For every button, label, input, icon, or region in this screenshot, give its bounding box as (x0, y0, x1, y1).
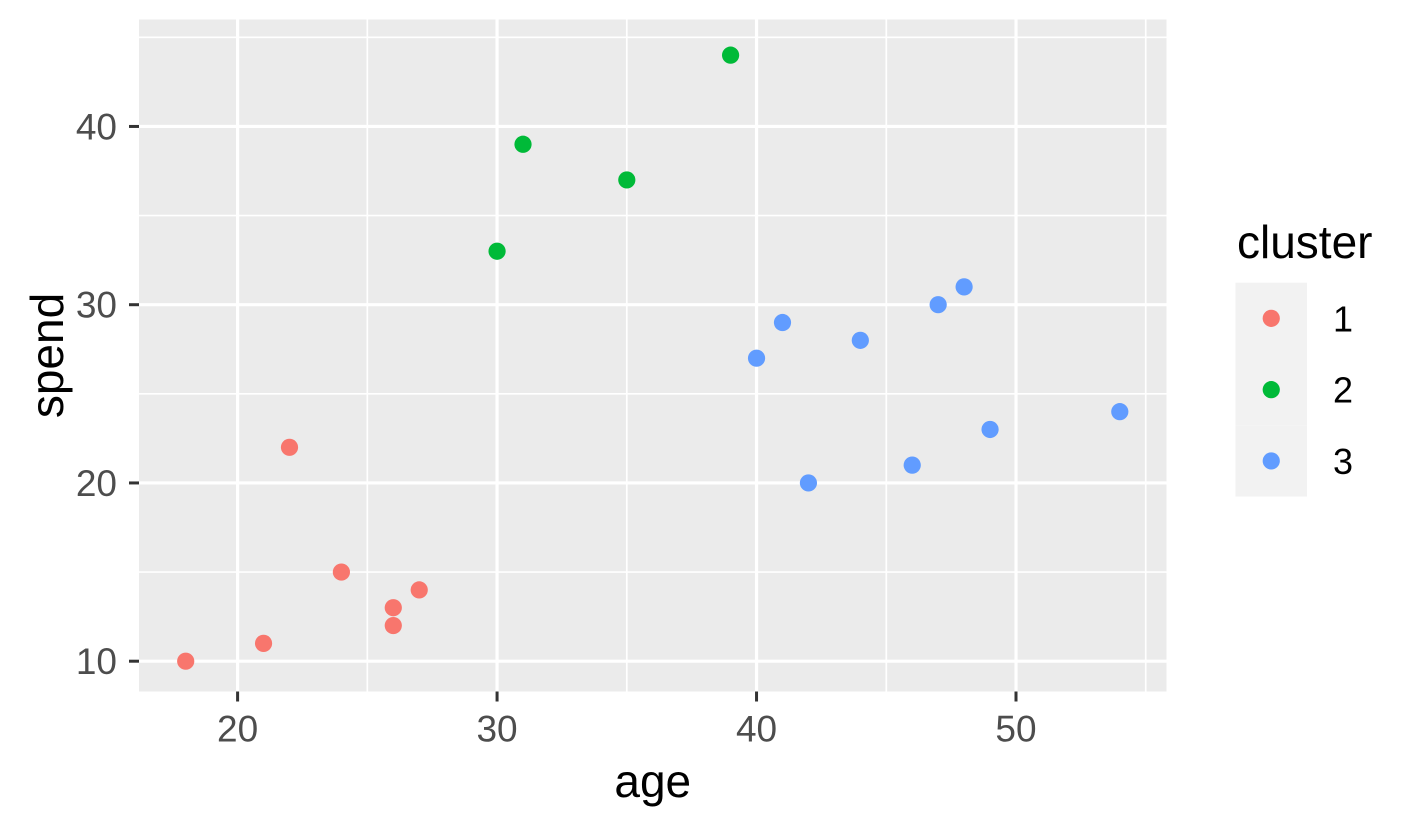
minor-gridlines (139, 19, 1167, 692)
data-point-cluster-3 (955, 278, 973, 296)
data-point-cluster-2 (721, 46, 740, 64)
legend-key-dot-1 (1262, 309, 1280, 327)
data-point-cluster-3 (747, 349, 766, 367)
data-point-cluster-3 (929, 296, 947, 314)
legend-title: cluster (1237, 216, 1372, 268)
legend (1235, 282, 1307, 497)
data-point-cluster-1 (254, 634, 273, 652)
x-tick-label-20: 20 (217, 709, 258, 750)
data-point-cluster-3 (799, 474, 818, 492)
data-point-cluster-3 (851, 331, 869, 349)
x-tick-label-50: 50 (995, 709, 1036, 750)
data-point-cluster-1 (280, 438, 299, 456)
y-axis-title: spend (21, 293, 73, 418)
legend-label-1: 1 (1333, 298, 1353, 339)
y-tick-label-20: 20 (76, 463, 117, 504)
panel-background (139, 19, 1167, 692)
legend-key-dot-2 (1262, 381, 1280, 399)
y-tick-label-40: 40 (76, 106, 117, 147)
data-point-cluster-3 (981, 420, 999, 439)
x-axis-title: age (614, 755, 691, 807)
series-cluster-1 (177, 438, 428, 670)
x-tick-label-40: 40 (736, 709, 777, 750)
data-point-cluster-3 (773, 313, 792, 332)
data-point-cluster-1 (410, 581, 428, 599)
data-point-cluster-3 (1111, 403, 1129, 421)
series-cluster-2 (488, 46, 740, 260)
legend-label-3: 3 (1333, 441, 1353, 482)
data-point-cluster-2 (514, 135, 532, 153)
data-point-cluster-2 (488, 242, 506, 260)
data-point-cluster-1 (332, 563, 350, 581)
data-point-cluster-1 (384, 599, 402, 617)
legend-key-dot-3 (1262, 452, 1280, 470)
legend-label-2: 2 (1333, 370, 1353, 411)
data-point-cluster-2 (618, 171, 636, 189)
axis-ticks (129, 124, 1018, 702)
series-cluster-3 (747, 278, 1129, 492)
y-tick-label-30: 30 (76, 285, 117, 326)
y-tick-label-10: 10 (76, 641, 117, 682)
data-point-cluster-3 (903, 456, 921, 474)
x-tick-label-30: 30 (476, 709, 517, 750)
data-point-cluster-1 (384, 616, 402, 635)
data-point-cluster-1 (177, 652, 195, 670)
